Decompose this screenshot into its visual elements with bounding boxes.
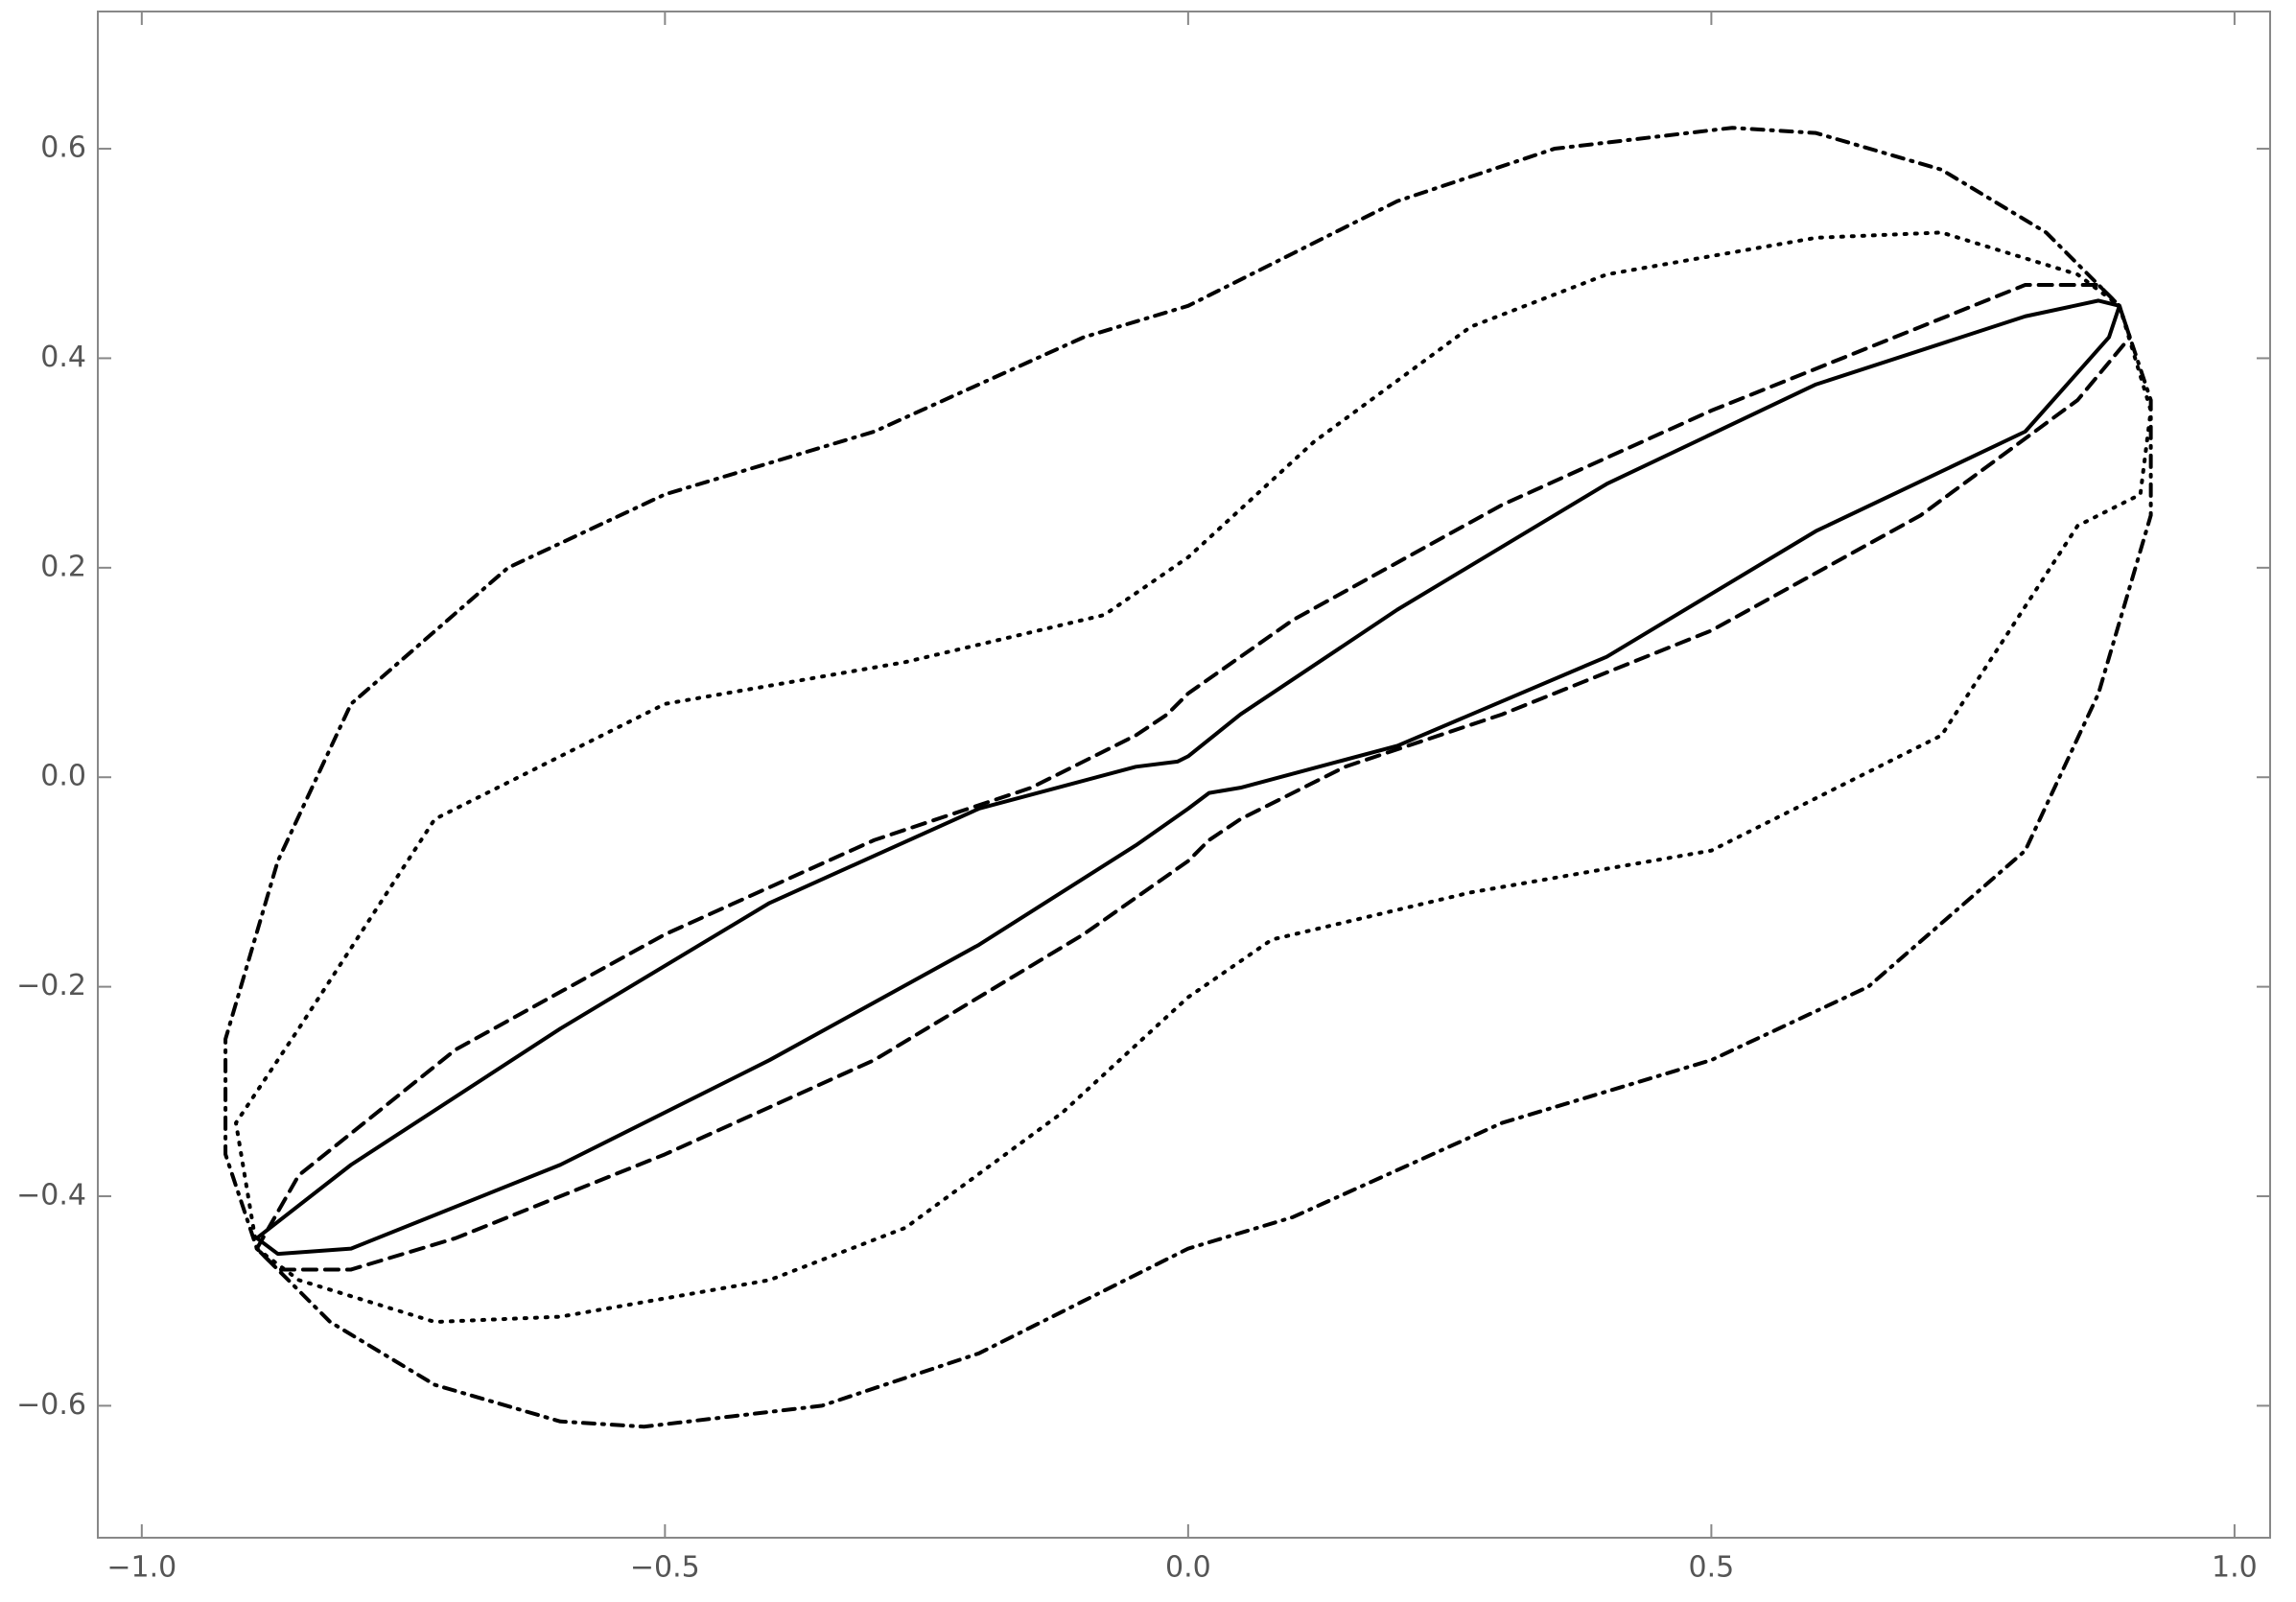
y-tick-label: 0.2 xyxy=(40,550,86,583)
curve xyxy=(254,283,2132,1272)
curve xyxy=(234,230,2153,1325)
y-tick-label: 0.0 xyxy=(40,760,86,793)
x-tick-label: 0.5 xyxy=(1689,1551,1735,1585)
x-tick-label: 1.0 xyxy=(2212,1551,2258,1585)
curve xyxy=(223,126,2153,1429)
y-tick-label: 0.4 xyxy=(40,341,86,374)
x-tick-label: 0.0 xyxy=(1165,1551,1211,1585)
x-tick-label: −1.0 xyxy=(106,1551,176,1585)
y-tick-label: −0.4 xyxy=(16,1179,86,1213)
y-tick-label: −0.2 xyxy=(16,969,86,1002)
x-tick-label: −0.5 xyxy=(630,1551,700,1585)
y-tick-label: −0.6 xyxy=(16,1388,86,1422)
curve xyxy=(254,298,2121,1257)
plot-frame xyxy=(97,11,2271,1539)
y-tick-label: 0.6 xyxy=(40,131,86,165)
